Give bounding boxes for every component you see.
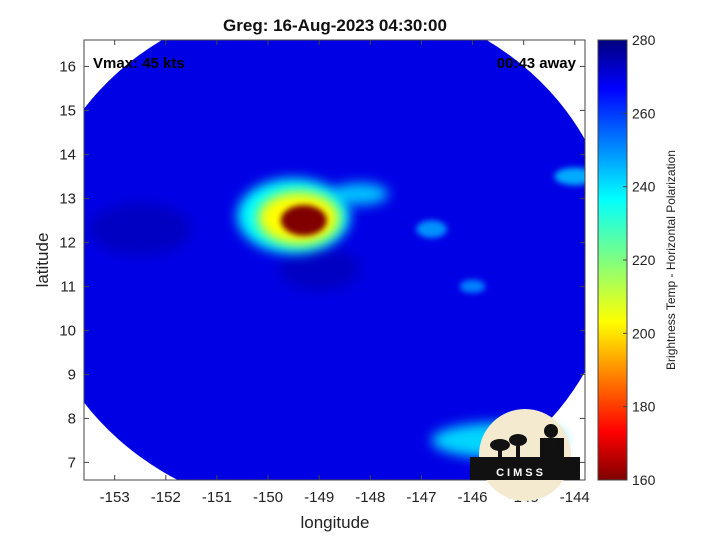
x-tick-label: -150 — [253, 489, 283, 506]
plot-frame — [83, 39, 586, 481]
logo-text: CIMSS — [496, 467, 546, 479]
x-tick-label: -149 — [304, 489, 334, 506]
y-tick-label: 7 — [68, 454, 76, 471]
tb-feature-1 — [89, 202, 192, 256]
chart-title: Greg: 16-Aug-2023 04:30:00 — [223, 16, 447, 35]
cimss-logo: CIMSS — [470, 409, 580, 501]
y-tick-label: 8 — [68, 410, 76, 427]
x-axis-ticks: -153-152-151-150-149-148-147-146-145-144 — [100, 40, 590, 506]
colorbar-tick-label: 200 — [632, 325, 656, 341]
tb-feature-0 — [278, 246, 361, 291]
x-tick-label: -144 — [560, 489, 590, 506]
colorbar-tick-label: 160 — [632, 472, 656, 488]
swath-layer — [84, 40, 585, 480]
colorbar — [597, 39, 628, 481]
time-away-label: 00:43 away — [497, 55, 577, 72]
y-tick-label: 14 — [59, 146, 76, 163]
colorbar-label: Brightness Temp - Horizontal Polarizatio… — [664, 150, 678, 370]
y-tick-label: 13 — [59, 190, 76, 207]
tb-feature-5 — [331, 183, 389, 205]
colorbar-tick-label: 180 — [632, 399, 656, 415]
tb-feature-2 — [459, 279, 486, 293]
feature-layer — [89, 167, 585, 458]
tb-feature-3 — [416, 220, 447, 238]
vmax-label: Vmax: 45 kts — [93, 55, 185, 72]
x-axis-label: longitude — [300, 513, 369, 532]
x-tick-label: -151 — [202, 489, 232, 506]
y-tick-label: 9 — [68, 366, 76, 383]
y-axis-ticks: 7 8 9 10 11 12 13 14 15 16 — [59, 58, 585, 471]
y-tick-label: 15 — [59, 102, 76, 119]
y-tick-label: 16 — [59, 58, 76, 75]
colorbar-tick-label: 240 — [632, 179, 656, 195]
y-tick-label: 11 — [60, 278, 76, 295]
tb-feature-9 — [280, 205, 327, 236]
tb-feature-4 — [554, 167, 585, 186]
colorbar-tick-label: 260 — [632, 105, 656, 121]
x-tick-label: -153 — [100, 489, 130, 506]
x-tick-label: -147 — [406, 489, 436, 506]
colorbar-tick-label: 280 — [632, 32, 656, 48]
x-tick-label: -146 — [458, 489, 488, 506]
colorbar-tick-label: 220 — [632, 252, 656, 268]
y-tick-label: 10 — [59, 322, 76, 339]
x-tick-label: -152 — [151, 489, 181, 506]
x-tick-label: -148 — [355, 489, 385, 506]
y-axis-label: latitude — [33, 233, 52, 288]
y-tick-label: 12 — [59, 234, 76, 251]
colorbar-ticks: 160 180 200 220 240 260 280 — [623, 32, 656, 488]
